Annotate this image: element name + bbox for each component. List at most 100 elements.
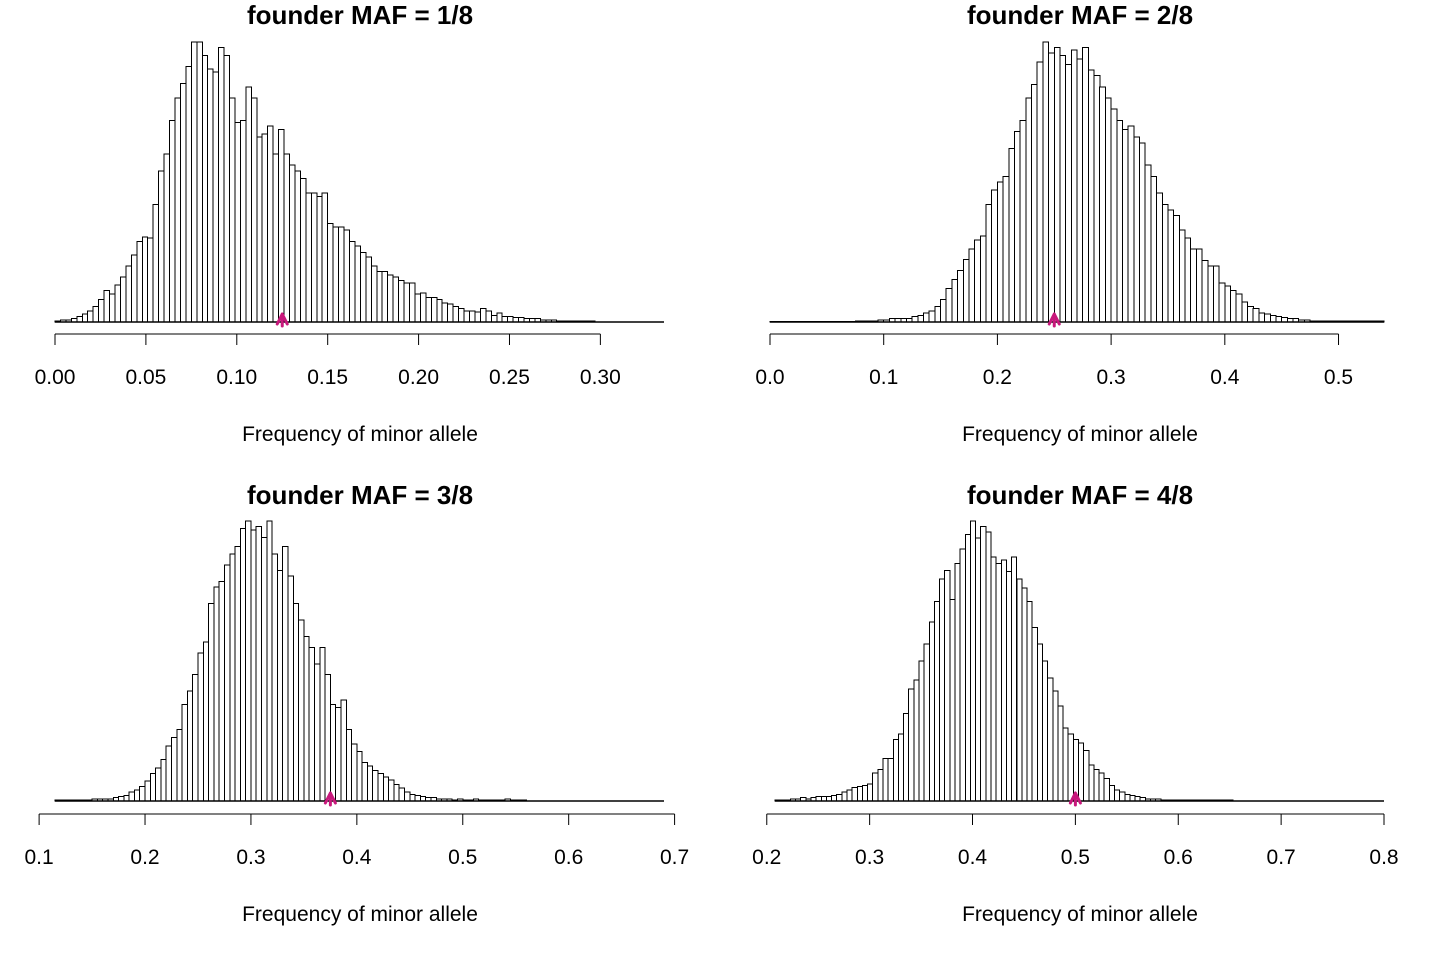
histogram-bar xyxy=(490,314,498,323)
histogram-bar xyxy=(305,192,312,323)
histogram-bar xyxy=(234,545,241,802)
histogram-bar xyxy=(398,787,406,802)
histogram-bar xyxy=(1098,772,1105,802)
x-tick-label: 0.2 xyxy=(130,846,159,869)
x-tick-label: 0.0 xyxy=(755,366,784,389)
histogram-bar xyxy=(1108,784,1115,802)
histogram-bar xyxy=(1065,63,1072,323)
histogram-bar xyxy=(403,282,410,323)
histogram-bar xyxy=(1190,248,1197,323)
histogram-bar xyxy=(934,305,942,323)
histogram-bar xyxy=(1129,794,1136,802)
histogram-bar xyxy=(1207,265,1214,323)
histogram-bar xyxy=(867,783,874,802)
histogram-bar xyxy=(949,598,956,802)
x-axis-label: Frequency of minor allele xyxy=(962,423,1198,446)
histogram-bar xyxy=(1241,301,1249,323)
histogram-bar xyxy=(139,786,146,802)
histogram-bar xyxy=(928,310,936,323)
histogram-bar xyxy=(944,569,951,802)
histogram-bar xyxy=(974,239,981,323)
histogram-bar xyxy=(356,751,363,802)
histogram-bar xyxy=(141,236,149,323)
histogram-bar xyxy=(1005,570,1013,802)
histogram-bar xyxy=(208,602,215,802)
histogram-panel-3: founder MAF = 3/8 0.1 0.2 0.3 0.4 0.5 0.6 0.7 Fr… xyxy=(25,480,690,926)
histogram-bar xyxy=(1016,578,1023,802)
histogram-bar xyxy=(123,795,130,802)
founder-maf-marker xyxy=(275,312,289,328)
histogram-bar xyxy=(856,785,863,802)
histogram-bar xyxy=(218,47,225,323)
histogram-bar xyxy=(1139,142,1146,323)
histogram-bar xyxy=(392,276,400,323)
histogram-bar xyxy=(1116,119,1123,323)
histogram-bar xyxy=(229,97,236,323)
histogram-bar xyxy=(92,305,100,323)
histogram-bar xyxy=(196,41,203,323)
x-tick-label: 0.2 xyxy=(983,366,1012,389)
histogram-bar xyxy=(892,738,899,802)
histogram-bar xyxy=(841,791,848,802)
histogram-bar xyxy=(218,580,225,802)
histogram-bar xyxy=(261,133,269,323)
histogram-bar xyxy=(287,575,294,802)
histogram-bar xyxy=(365,256,372,323)
histogram-bar xyxy=(1076,58,1084,323)
histogram-bar xyxy=(1161,203,1169,323)
histogram-bar xyxy=(361,762,368,802)
x-tick-label: 0.3 xyxy=(855,846,884,869)
histogram-bar xyxy=(1057,705,1064,802)
histogram-bar xyxy=(303,635,310,802)
histogram-bar xyxy=(382,776,390,802)
histogram-bar xyxy=(897,733,905,802)
histogram-bar xyxy=(163,153,171,323)
histogram-bar xyxy=(1083,750,1090,802)
histogram-bar xyxy=(1173,215,1180,323)
x-tick-label: 0.20 xyxy=(398,366,439,389)
histogram-bar xyxy=(1230,290,1237,323)
histogram-bar xyxy=(1099,86,1106,323)
histogram-bar xyxy=(995,563,1002,802)
x-tick-label: 0.3 xyxy=(1097,366,1126,389)
histogram-bar xyxy=(1218,282,1226,323)
histogram-bar xyxy=(479,308,487,323)
histogram-bar xyxy=(468,310,476,323)
histogram-bar xyxy=(1113,789,1121,802)
histogram-bar xyxy=(343,229,350,323)
histogram-bar xyxy=(256,136,263,323)
histogram-bar xyxy=(913,679,920,802)
histogram-bar xyxy=(308,646,315,802)
histogram-bar xyxy=(338,226,345,323)
histogram-bar xyxy=(1031,626,1038,802)
histogram-bar xyxy=(370,265,378,323)
x-tick-label: 0.15 xyxy=(307,366,348,389)
histogram-bar xyxy=(324,674,331,802)
histogram-bar xyxy=(836,793,843,802)
histogram-bar xyxy=(1178,229,1186,323)
histogram-bar xyxy=(292,602,300,802)
histogram-bar xyxy=(1275,315,1283,323)
histogram-bar xyxy=(1011,556,1018,802)
histogram-bar xyxy=(136,240,143,323)
histogram-bar xyxy=(313,663,321,802)
histogram-bar xyxy=(1195,248,1203,323)
histogram-bar xyxy=(985,531,992,802)
histogram-panel-4: founder MAF = 4/8 0.2 0.3 0.4 0.5 0.6 0.7 0.8 Fr… xyxy=(752,480,1398,926)
histogram-bar xyxy=(923,312,930,323)
histogram-bar xyxy=(1133,136,1141,323)
histogram-bar xyxy=(452,305,460,323)
histogram-bar xyxy=(310,192,318,323)
histogram-bar xyxy=(1212,265,1220,323)
histogram-bar xyxy=(298,619,305,802)
histogram-bar xyxy=(278,128,285,323)
x-tick-label: 0.6 xyxy=(1164,846,1193,869)
histogram-bar xyxy=(160,758,167,802)
histogram-bar xyxy=(985,203,993,323)
x-axis-label: Frequency of minor allele xyxy=(242,903,478,926)
histogram-bar xyxy=(335,707,342,802)
histogram-bar xyxy=(1036,643,1043,802)
histogram-bar xyxy=(119,276,127,323)
histogram-bar xyxy=(1052,690,1059,802)
histogram-bar xyxy=(1077,742,1085,802)
